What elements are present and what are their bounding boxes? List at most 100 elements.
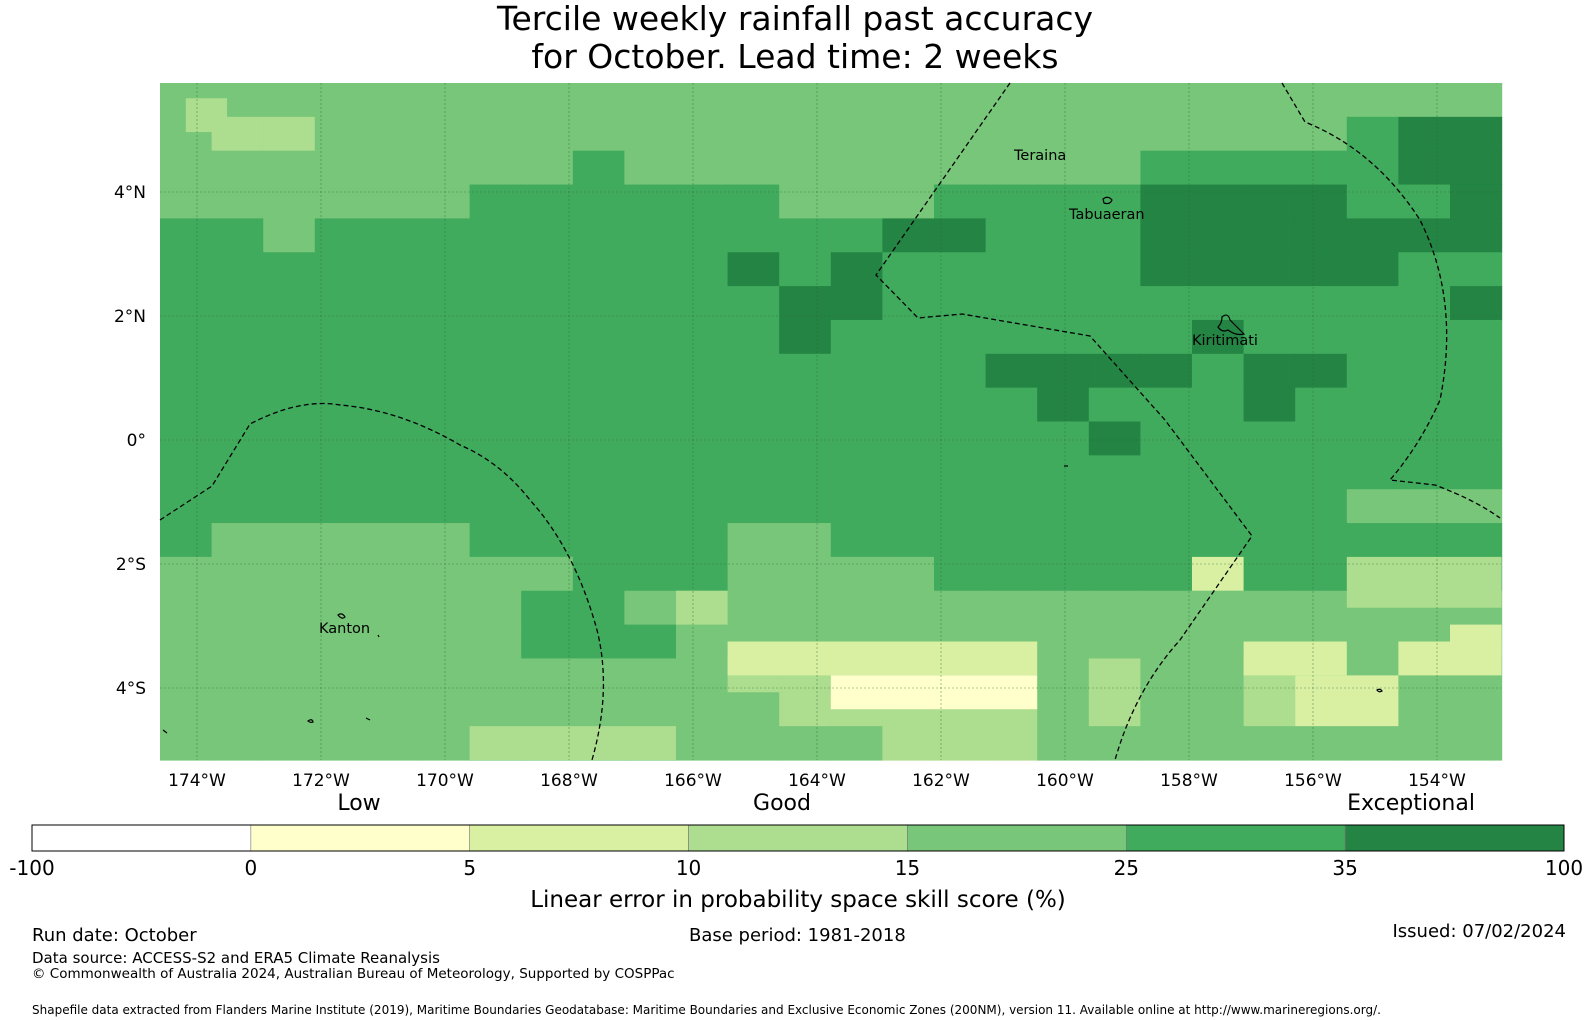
skill-cell bbox=[1192, 523, 1245, 558]
skill-cell bbox=[934, 590, 987, 626]
skill-cell bbox=[1295, 286, 1348, 321]
skill-cell bbox=[469, 692, 522, 727]
skill-cell bbox=[1450, 455, 1503, 490]
skill-cell bbox=[934, 556, 987, 592]
colorbar-segment bbox=[250, 824, 471, 852]
colorbar-category-label: Exceptional bbox=[1347, 791, 1475, 816]
skill-cell bbox=[366, 83, 419, 118]
skill-cell bbox=[572, 624, 625, 660]
skill-cell bbox=[521, 83, 574, 118]
colorbar-tick-label: 25 bbox=[1114, 856, 1139, 880]
skill-cell bbox=[830, 387, 883, 423]
skill-cell bbox=[160, 556, 213, 592]
skill-cell bbox=[779, 556, 832, 592]
skill-cell bbox=[1243, 184, 1296, 219]
skill-cell bbox=[572, 184, 625, 219]
skill-cell bbox=[882, 319, 935, 355]
colorbar-segment bbox=[469, 824, 689, 852]
skill-cell bbox=[160, 624, 213, 660]
skill-cell bbox=[1243, 83, 1296, 118]
skill-cell bbox=[830, 675, 1038, 710]
skill-cell bbox=[211, 590, 264, 626]
skill-cell bbox=[1140, 489, 1193, 524]
skill-cell bbox=[160, 726, 213, 761]
island-tabuaeran-outline bbox=[1102, 196, 1113, 205]
skill-cell bbox=[779, 489, 832, 524]
eez-boundaries bbox=[159, 82, 1501, 761]
skill-cell bbox=[1192, 387, 1245, 423]
skill-cell bbox=[469, 218, 522, 253]
skill-cell bbox=[985, 489, 1038, 524]
skill-cell bbox=[572, 590, 625, 626]
skill-cell bbox=[727, 692, 780, 727]
skill-cell bbox=[572, 116, 625, 152]
skill-cell bbox=[1295, 523, 1348, 558]
skill-cell bbox=[211, 658, 264, 693]
skill-cell bbox=[1140, 252, 1193, 287]
colorbar-category-label: Good bbox=[753, 791, 811, 816]
skill-cell bbox=[727, 455, 780, 490]
skill-cell bbox=[934, 83, 987, 118]
skill-cell bbox=[1140, 692, 1193, 727]
skill-cell bbox=[521, 624, 574, 660]
skill-cell bbox=[1398, 286, 1451, 321]
colorbar-tick-label: 10 bbox=[676, 856, 701, 880]
skill-cell bbox=[1192, 218, 1245, 253]
colorbar-frame bbox=[31, 824, 1565, 852]
skill-cell bbox=[263, 556, 316, 592]
skill-cell bbox=[418, 286, 471, 321]
skill-cell bbox=[830, 319, 883, 355]
skill-cell bbox=[572, 252, 625, 287]
skill-cell bbox=[521, 692, 574, 727]
skill-cell bbox=[1243, 692, 1296, 727]
skill-cell bbox=[521, 590, 574, 626]
skill-cell bbox=[1243, 116, 1296, 152]
skill-cell bbox=[418, 252, 471, 287]
skill-cell bbox=[934, 286, 987, 321]
colorbar-tick-label: 15 bbox=[895, 856, 920, 880]
graticule bbox=[160, 83, 1501, 760]
skill-cell bbox=[1398, 252, 1451, 287]
skill-cell bbox=[830, 726, 883, 761]
skill-cell bbox=[521, 387, 574, 423]
skill-cell bbox=[676, 387, 729, 423]
skill-cell bbox=[521, 353, 574, 389]
colorbar-segment bbox=[688, 824, 908, 852]
skill-cell bbox=[624, 556, 677, 592]
skill-cell bbox=[314, 658, 367, 693]
skill-cell bbox=[314, 252, 367, 287]
longitude-label: 174°W bbox=[168, 771, 226, 791]
skill-cell bbox=[263, 319, 316, 355]
skill-cell bbox=[779, 150, 832, 186]
skill-cell bbox=[934, 726, 987, 761]
skill-cell bbox=[366, 319, 419, 355]
place-labels: Teraina Tabuaeran Kiritimati Kanton bbox=[319, 148, 1258, 637]
shapefile-credit: Shapefile data extracted from Flanders M… bbox=[32, 1003, 1381, 1017]
skill-cell bbox=[727, 184, 780, 219]
skill-cell bbox=[1450, 150, 1503, 186]
skill-cell bbox=[1037, 421, 1090, 456]
skill-cell bbox=[1140, 353, 1193, 389]
skill-cell bbox=[934, 523, 987, 558]
skill-cell bbox=[1088, 83, 1141, 118]
skill-cell bbox=[160, 387, 213, 423]
skill-cell bbox=[1243, 353, 1296, 389]
skill-cell bbox=[211, 692, 264, 727]
skill-cell bbox=[418, 692, 471, 727]
skill-cell bbox=[1140, 523, 1193, 558]
skill-cell bbox=[1450, 421, 1503, 456]
skill-cell bbox=[211, 489, 264, 524]
skill-cell bbox=[263, 489, 316, 524]
skill-cell bbox=[263, 590, 316, 626]
skill-cell bbox=[263, 184, 316, 219]
skill-cell bbox=[1037, 116, 1090, 152]
skill-cell bbox=[727, 83, 780, 118]
skill-cell bbox=[1192, 286, 1245, 321]
skill-cell bbox=[727, 286, 780, 321]
skill-cell bbox=[418, 489, 471, 524]
skill-cell bbox=[1398, 116, 1451, 152]
skill-cell bbox=[1346, 387, 1399, 423]
skill-cell bbox=[211, 218, 264, 253]
skill-cell bbox=[572, 218, 625, 253]
skill-cell bbox=[676, 319, 729, 355]
